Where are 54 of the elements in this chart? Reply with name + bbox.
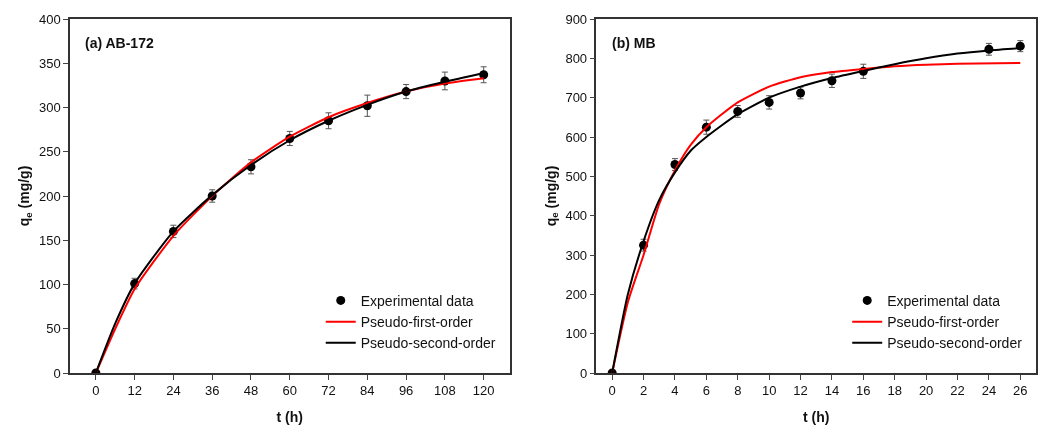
legend-label: Experimental data (360, 292, 474, 309)
x-tick-label: 12 (127, 383, 142, 399)
y-tick-label: 250 (38, 144, 61, 160)
y-tick-label: 300 (38, 100, 61, 116)
y-tick-label: 100 (565, 326, 588, 342)
x-axis-title: t (h) (276, 409, 303, 426)
y-tick-label: 600 (565, 129, 588, 145)
text: (b) MB (612, 35, 656, 51)
x-tick-label: 36 (204, 383, 220, 399)
x-tick-label: 26 (1013, 383, 1028, 399)
legend-label: Pseudo-second-order (360, 335, 496, 352)
x-tick-label: 2 (639, 383, 648, 399)
y-tick-label: 700 (565, 90, 588, 106)
y-tick-label: 150 (38, 232, 61, 248)
x-tick-label: 24 (166, 383, 181, 399)
x-tick-label: 12 (793, 383, 808, 399)
x-tick-label: 96 (398, 383, 414, 399)
y-tick-label: 50 (46, 321, 61, 337)
legend-label: Pseudo-first-order (360, 314, 474, 331)
x-tick-label: 22 (950, 383, 965, 399)
y-tick-label: 200 (38, 188, 61, 204)
y-tick-label: 400 (565, 208, 588, 224)
y-tick-label: 200 (565, 286, 588, 302)
x-tick-label: 10 (761, 383, 777, 399)
x-tick-label: 14 (824, 383, 840, 399)
x-tick-label: 48 (243, 383, 259, 399)
y-tick-label: 0 (53, 365, 61, 381)
text: (a) AB-172 (85, 35, 154, 51)
x-tick-label: 72 (321, 383, 336, 399)
y-tick-label: 800 (565, 50, 588, 66)
x-tick-label: 84 (360, 383, 375, 399)
legend-label: Pseudo-second-order (887, 335, 1023, 352)
y-tick-label: 0 (579, 365, 588, 381)
x-tick-label: 18 (887, 383, 902, 399)
y-tick-label: 500 (565, 168, 588, 184)
x-tick-label: 8 (734, 383, 742, 399)
x-tick-label: 0 (608, 383, 616, 399)
y-tick-label: 400 (38, 11, 61, 27)
legend-label: Experimental data (887, 292, 1001, 309)
x-tick-label: 0 (92, 383, 100, 399)
x-tick-label: 4 (671, 383, 679, 399)
y-tick-label: 300 (565, 247, 588, 263)
x-tick-label: 108 (434, 383, 456, 399)
y-tick-label: 100 (38, 277, 61, 293)
x-tick-label: 16 (856, 383, 871, 399)
x-tick-label: 6 (702, 383, 710, 399)
x-tick-label: 20 (918, 383, 934, 399)
legend-label: Pseudo-first-order (887, 314, 1000, 331)
y-tick-label: 350 (38, 55, 61, 71)
x-tick-label: 60 (282, 383, 297, 399)
x-axis-title: t (h) (803, 409, 830, 426)
y-tick-label: 900 (565, 11, 588, 27)
x-tick-label: 120 (472, 383, 495, 399)
x-tick-label: 24 (981, 383, 997, 399)
